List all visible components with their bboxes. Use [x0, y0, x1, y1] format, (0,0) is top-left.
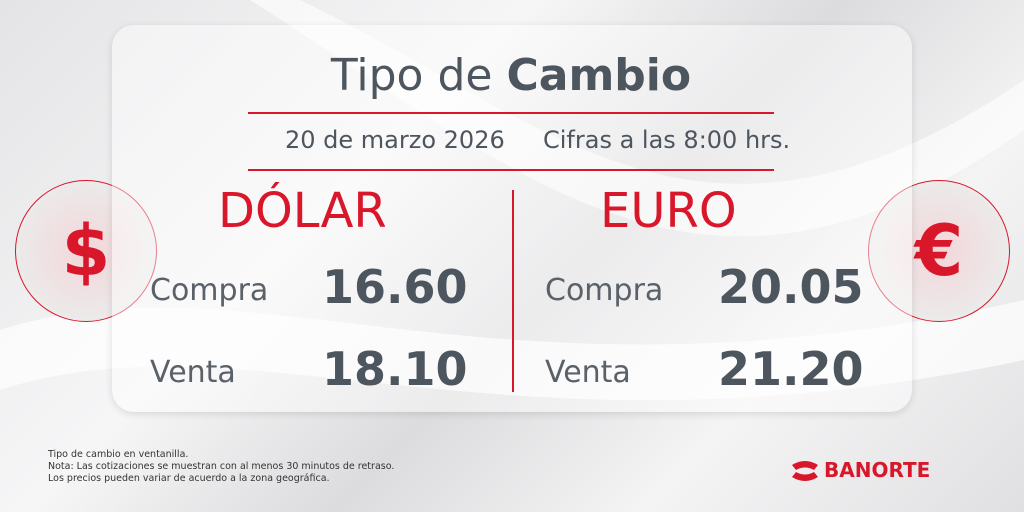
rule	[248, 112, 774, 114]
brand-logo	[792, 461, 818, 481]
currency-name: DÓLAR	[218, 183, 387, 239]
currency-name: EURO	[600, 183, 737, 239]
note: Tipo de cambio en ventanilla.	[48, 449, 189, 460]
euro-circle: €	[868, 180, 1010, 322]
title-bold: Cambio	[506, 50, 692, 101]
rate-value: 21.20	[718, 342, 864, 396]
euro-icon: €	[914, 210, 964, 292]
title-light: Tipo de	[330, 50, 493, 101]
rate-value: 18.10	[322, 342, 468, 396]
title: Tipo de Cambio	[248, 50, 774, 101]
date: 20 de marzo 2026	[285, 126, 505, 154]
row-label: Venta	[150, 355, 236, 390]
divider	[512, 190, 514, 392]
time-note: Cifras a las 8:00 hrs.	[543, 126, 791, 154]
rate-value: 16.60	[322, 260, 468, 314]
brand-name: BANORTE	[824, 458, 931, 482]
dollar-icon: $	[61, 210, 111, 292]
rule	[248, 169, 774, 171]
note: Nota: Las cotizaciones se muestran con a…	[48, 461, 395, 472]
note: Los precios pueden variar de acuerdo a l…	[48, 473, 330, 484]
row-label: Venta	[545, 355, 631, 390]
rate-value: 20.05	[718, 260, 864, 314]
row-label: Compra	[150, 273, 269, 308]
dollar-circle: $	[15, 180, 157, 322]
row-label: Compra	[545, 273, 664, 308]
